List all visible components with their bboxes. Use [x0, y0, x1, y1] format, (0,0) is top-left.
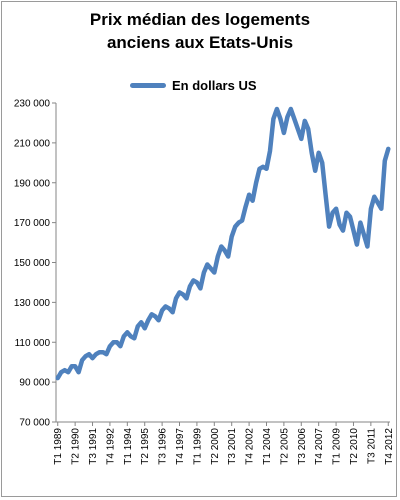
- y-tick-label: 190 000: [14, 178, 51, 189]
- x-axis-ticks: T1 1989 T2 1990 T3 1991 T4 1992 T1 1994 T2 19…: [53, 422, 395, 465]
- y-tick-label: 110 000: [15, 338, 51, 349]
- x-tick-label: T1 2004: [262, 428, 273, 465]
- y-axis-ticks: 70 000 90 000 110 000 130 000 150 000 170 000…: [14, 99, 56, 429]
- legend-swatch: [130, 83, 166, 88]
- y-tick-label: 170 000: [14, 218, 51, 229]
- x-tick-label: T3 2011: [366, 428, 377, 464]
- y-tick-label: 230 000: [14, 99, 51, 110]
- y-tick-label: 210 000: [14, 138, 51, 149]
- chart-title: Prix médian des logements anciens aux Et…: [0, 8, 400, 54]
- y-tick-label: 130 000: [14, 298, 51, 309]
- x-tick-label: T3 2006: [297, 428, 308, 465]
- chart-title-line2: anciens aux Etats-Unis: [106, 33, 294, 52]
- x-tick-label: T2 1995: [140, 428, 151, 465]
- x-tick-label: T2 1990: [71, 428, 82, 465]
- x-tick-label: T3 1996: [158, 428, 169, 465]
- series-line-en-dollars-us: [55, 106, 391, 381]
- x-tick-label: T2 2010: [349, 428, 360, 465]
- chart-axes: [55, 103, 390, 423]
- x-tick-label: T3 2001: [227, 428, 238, 465]
- y-tick-label: 150 000: [14, 258, 51, 269]
- x-tick-label: T4 2002: [245, 428, 256, 465]
- x-tick-label: T4 2012: [384, 428, 395, 465]
- legend-label: En dollars US: [172, 78, 257, 93]
- x-tick-label: T3 1991: [88, 428, 99, 465]
- x-tick-label: T1 1994: [123, 428, 134, 465]
- x-tick-label: T4 1992: [105, 428, 116, 465]
- x-tick-label: T1 1999: [192, 428, 203, 465]
- x-tick-label: T2 2005: [279, 428, 290, 465]
- x-tick-label: T1 1989: [53, 428, 64, 465]
- y-tick-label: 90 000: [19, 378, 50, 389]
- x-tick-label: T2 2000: [210, 428, 221, 465]
- x-tick-label: T4 1997: [175, 428, 186, 465]
- plot-area: [55, 106, 391, 381]
- chart-title-line1: Prix médian des logements: [89, 10, 311, 29]
- x-tick-label: T1 2009: [332, 428, 343, 465]
- x-tick-label: T4 2007: [314, 428, 325, 465]
- chart-legend: En dollars US: [130, 78, 257, 93]
- y-tick-label: 70 000: [19, 418, 50, 429]
